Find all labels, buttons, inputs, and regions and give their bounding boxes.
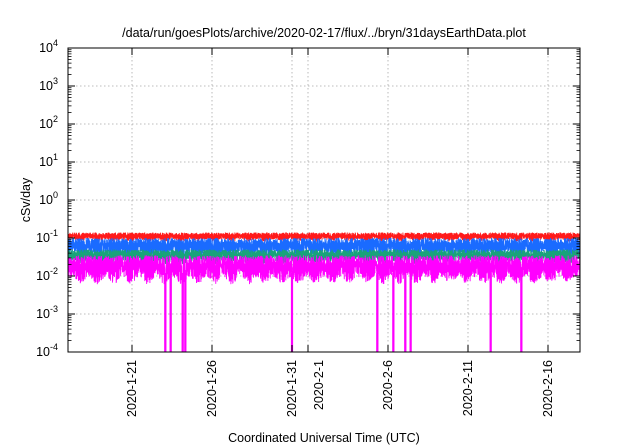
y-tick-label: 102 (39, 114, 58, 131)
x-tick-label: 2020-2-11 (461, 360, 475, 416)
y-tick-label: 10-1 (36, 228, 58, 245)
y-tick-label: 101 (39, 152, 58, 169)
series-line (67, 237, 581, 258)
y-axis-label: cSv/day (19, 177, 33, 222)
y-tick-label: 10-3 (36, 304, 58, 321)
series-line (67, 255, 581, 352)
x-tick-label: 2020-1-21 (125, 360, 139, 417)
y-tick-label: 10-2 (36, 266, 58, 283)
x-axis: 2020-1-21 2020-1-26 2020-1-31 2020-2-1 2020-… (125, 48, 555, 417)
x-tick-label: 2020-2-1 (312, 360, 326, 410)
grid-lines (68, 48, 580, 352)
y-tick-label: 10-4 (36, 342, 58, 359)
x-tick-label: 2020-2-16 (541, 360, 555, 417)
chart-title: /data/run/goesPlots/archive/2020-02-17/f… (122, 26, 526, 40)
x-axis-label: Coordinated Universal Time (UTC) (228, 431, 420, 445)
y-tick-label: 103 (39, 76, 58, 93)
y-axis: 10-4 10-3 10-2 10-1 100 101 102 103 104 (36, 38, 580, 359)
y-tick-label: 100 (39, 190, 58, 207)
x-tick-label: 2020-2-6 (381, 360, 395, 410)
x-tick-label: 2020-1-31 (285, 360, 299, 417)
plot-area (67, 232, 581, 352)
y-tick-label: 104 (39, 38, 58, 55)
x-tick-label: 2020-1-26 (205, 360, 219, 417)
